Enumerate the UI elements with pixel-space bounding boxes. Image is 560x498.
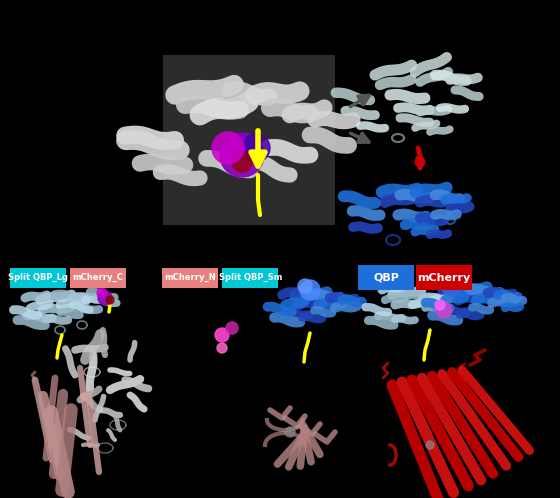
Circle shape (106, 296, 114, 304)
Circle shape (441, 274, 463, 296)
Bar (222, 268, 278, 288)
Text: QBP: QBP (374, 273, 399, 283)
Circle shape (217, 343, 227, 353)
Text: mCherry_N: mCherry_N (165, 273, 216, 282)
Circle shape (426, 441, 434, 449)
Circle shape (220, 133, 264, 177)
Bar (163, 55, 335, 225)
Circle shape (242, 134, 270, 162)
Circle shape (212, 132, 244, 164)
Circle shape (436, 302, 452, 318)
Circle shape (98, 291, 112, 305)
Text: mCherry: mCherry (417, 273, 470, 283)
Circle shape (300, 280, 320, 300)
Circle shape (440, 273, 454, 287)
Circle shape (415, 157, 425, 167)
Bar (10, 268, 66, 288)
Circle shape (226, 322, 238, 334)
Circle shape (298, 279, 312, 293)
Circle shape (232, 152, 252, 172)
Circle shape (215, 328, 229, 342)
Text: Split QBP_Lg: Split QBP_Lg (8, 273, 68, 282)
Circle shape (97, 288, 107, 298)
Text: mCherry_C: mCherry_C (73, 273, 123, 282)
Circle shape (285, 427, 295, 437)
Text: Split QBP_Sm: Split QBP_Sm (218, 273, 282, 282)
Bar (70, 268, 126, 288)
Bar (416, 265, 472, 290)
Circle shape (435, 300, 445, 310)
Bar (358, 265, 414, 290)
Bar (162, 268, 218, 288)
